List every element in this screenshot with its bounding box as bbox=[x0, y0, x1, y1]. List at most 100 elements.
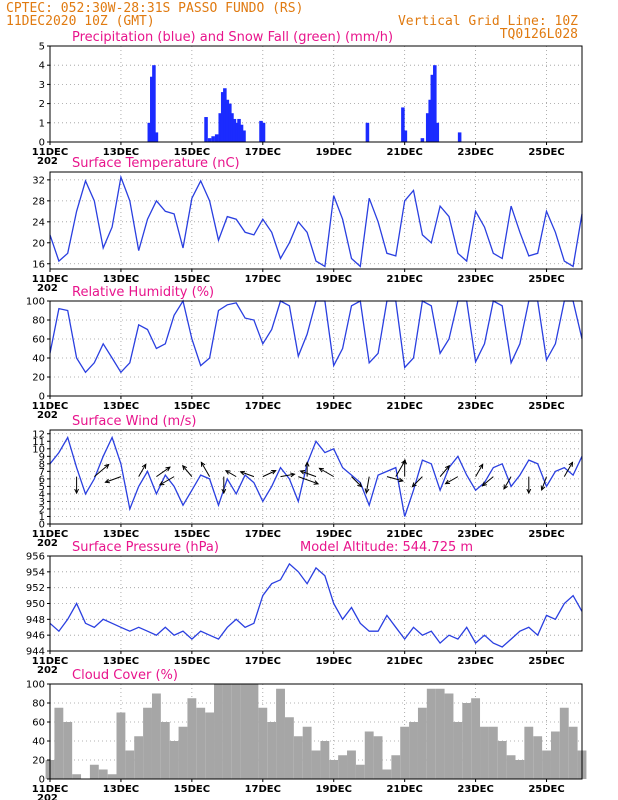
y-tick-label: 20 bbox=[32, 238, 45, 249]
y-tick-label: 954 bbox=[26, 567, 45, 578]
year-label: 202 bbox=[37, 538, 58, 549]
x-tick-label: 17DEC bbox=[245, 656, 281, 667]
precip-bar bbox=[428, 99, 432, 142]
year-label: 202 bbox=[37, 793, 58, 800]
wind-arrow-shaft bbox=[445, 476, 459, 485]
wind-arrow-shaft bbox=[300, 470, 317, 478]
cloud-bar bbox=[134, 736, 144, 779]
wind-arrow-shaft bbox=[280, 473, 295, 478]
y-tick-label: 4 bbox=[39, 61, 45, 72]
wind-arrow-head bbox=[158, 480, 165, 486]
cloud-bar bbox=[169, 741, 179, 779]
x-tick-label: 15DEC bbox=[174, 784, 210, 795]
wind-arrow-head bbox=[411, 482, 417, 488]
x-tick-label: 23DEC bbox=[457, 147, 493, 158]
wind-arrow-shaft bbox=[298, 476, 319, 485]
x-tick-label: 25DEC bbox=[528, 656, 564, 667]
wind-arrow-shaft bbox=[475, 464, 484, 477]
x-tick-label: 25DEC bbox=[528, 147, 564, 158]
x-tick-label: 19DEC bbox=[316, 784, 352, 795]
wind-arrow-head bbox=[357, 482, 363, 488]
wind-arrow-shaft bbox=[156, 466, 171, 478]
x-tick-label: 21DEC bbox=[386, 784, 422, 795]
wind-arrow-shaft bbox=[182, 465, 193, 477]
x-tick-label: 15DEC bbox=[174, 529, 210, 540]
x-tick-label: 13DEC bbox=[103, 656, 139, 667]
cloud-bar bbox=[435, 688, 445, 779]
wind-arrow-shaft bbox=[200, 462, 211, 477]
x-tick-label: 17DEC bbox=[245, 274, 281, 285]
cloud-bar bbox=[355, 764, 365, 779]
precip-bar bbox=[235, 122, 239, 142]
y-tick-label: 5 bbox=[39, 42, 45, 53]
cloud-bar bbox=[533, 736, 543, 779]
cloud-bar bbox=[524, 726, 534, 779]
y-tick-label: 20 bbox=[32, 756, 45, 767]
x-tick-label: 25DEC bbox=[528, 401, 564, 412]
wind-arrow-head bbox=[526, 488, 532, 495]
cloud-bar bbox=[116, 712, 126, 779]
x-tick-label: 11DEC bbox=[32, 401, 68, 412]
cloud-bar bbox=[72, 774, 82, 779]
precip-bar bbox=[223, 88, 227, 142]
x-tick-label: 19DEC bbox=[316, 274, 352, 285]
precipitation-panel: Precipitation (blue) and Snow Fall (gree… bbox=[32, 30, 583, 167]
wind-arrow-shaft bbox=[386, 476, 404, 482]
wind-arrow-shaft bbox=[262, 470, 276, 478]
precip-bar bbox=[228, 103, 232, 142]
precip-bar bbox=[401, 107, 405, 142]
y-tick-label: 16 bbox=[32, 259, 45, 270]
cloud-bar bbox=[364, 731, 374, 779]
wind-arrow-shaft bbox=[138, 464, 147, 477]
series-line bbox=[49, 174, 583, 268]
y-tick-label: 946 bbox=[26, 631, 45, 642]
wind-arrow-shaft bbox=[412, 476, 423, 488]
x-tick-label: 13DEC bbox=[103, 784, 139, 795]
y-tick-label: 10 bbox=[32, 444, 45, 455]
precip-bar bbox=[207, 138, 212, 142]
year-label: 202 bbox=[37, 410, 58, 421]
cloud-bar bbox=[187, 698, 197, 779]
wind-arrow-shaft bbox=[159, 476, 175, 486]
wind-arrow-shaft bbox=[319, 467, 334, 478]
cloud-bar bbox=[125, 750, 135, 779]
cloud-bar bbox=[54, 707, 64, 779]
precip-bar bbox=[259, 120, 263, 142]
wind-arrow-head bbox=[444, 464, 450, 471]
precip-bar bbox=[435, 122, 440, 142]
cloud-bar bbox=[249, 684, 259, 779]
x-tick-label: 11DEC bbox=[32, 147, 68, 158]
wind-arrow-head bbox=[224, 470, 231, 475]
cloud-bar bbox=[382, 769, 392, 779]
model-altitude-label: Model Altitude: 544.725 m bbox=[300, 540, 473, 555]
wind-arrow-shaft bbox=[563, 462, 573, 477]
y-tick-label: 40 bbox=[32, 354, 45, 365]
precip-bar bbox=[214, 134, 219, 142]
y-tick-label: 60 bbox=[32, 718, 45, 729]
wind-arrow-shaft bbox=[439, 465, 450, 477]
wind-arrow-head bbox=[200, 461, 206, 467]
precip-bar bbox=[147, 122, 152, 142]
wind-panel: Surface Wind (m/s) 012345678910111211DEC… bbox=[32, 414, 583, 549]
cloud-bar bbox=[568, 726, 578, 779]
wind-arrow-head bbox=[398, 477, 404, 483]
cloud-bar bbox=[240, 684, 250, 779]
year-label: 202 bbox=[37, 156, 58, 167]
wind-arrow-shaft bbox=[225, 470, 237, 478]
x-tick-label: 23DEC bbox=[457, 274, 493, 285]
cloud-cover-title: Cloud Cover (%) bbox=[72, 668, 178, 683]
y-tick-label: 1 bbox=[39, 512, 45, 523]
series-line bbox=[49, 562, 583, 648]
precip-bar bbox=[230, 113, 234, 142]
wind-arrow-head bbox=[271, 470, 277, 475]
precip-bar bbox=[204, 117, 208, 142]
y-tick-label: 11 bbox=[32, 437, 45, 448]
cloud-bar bbox=[284, 717, 294, 779]
wind-arrow-head bbox=[313, 480, 320, 485]
y-tick-label: 100 bbox=[26, 297, 45, 308]
y-tick-label: 0 bbox=[39, 138, 45, 149]
cloud-bar bbox=[497, 741, 507, 779]
y-tick-label: 12 bbox=[32, 429, 45, 440]
cloud-cover-panel: Cloud Cover (%) 0 20 40 60 80 100 11DEC 13DEC 15… bbox=[26, 668, 587, 800]
